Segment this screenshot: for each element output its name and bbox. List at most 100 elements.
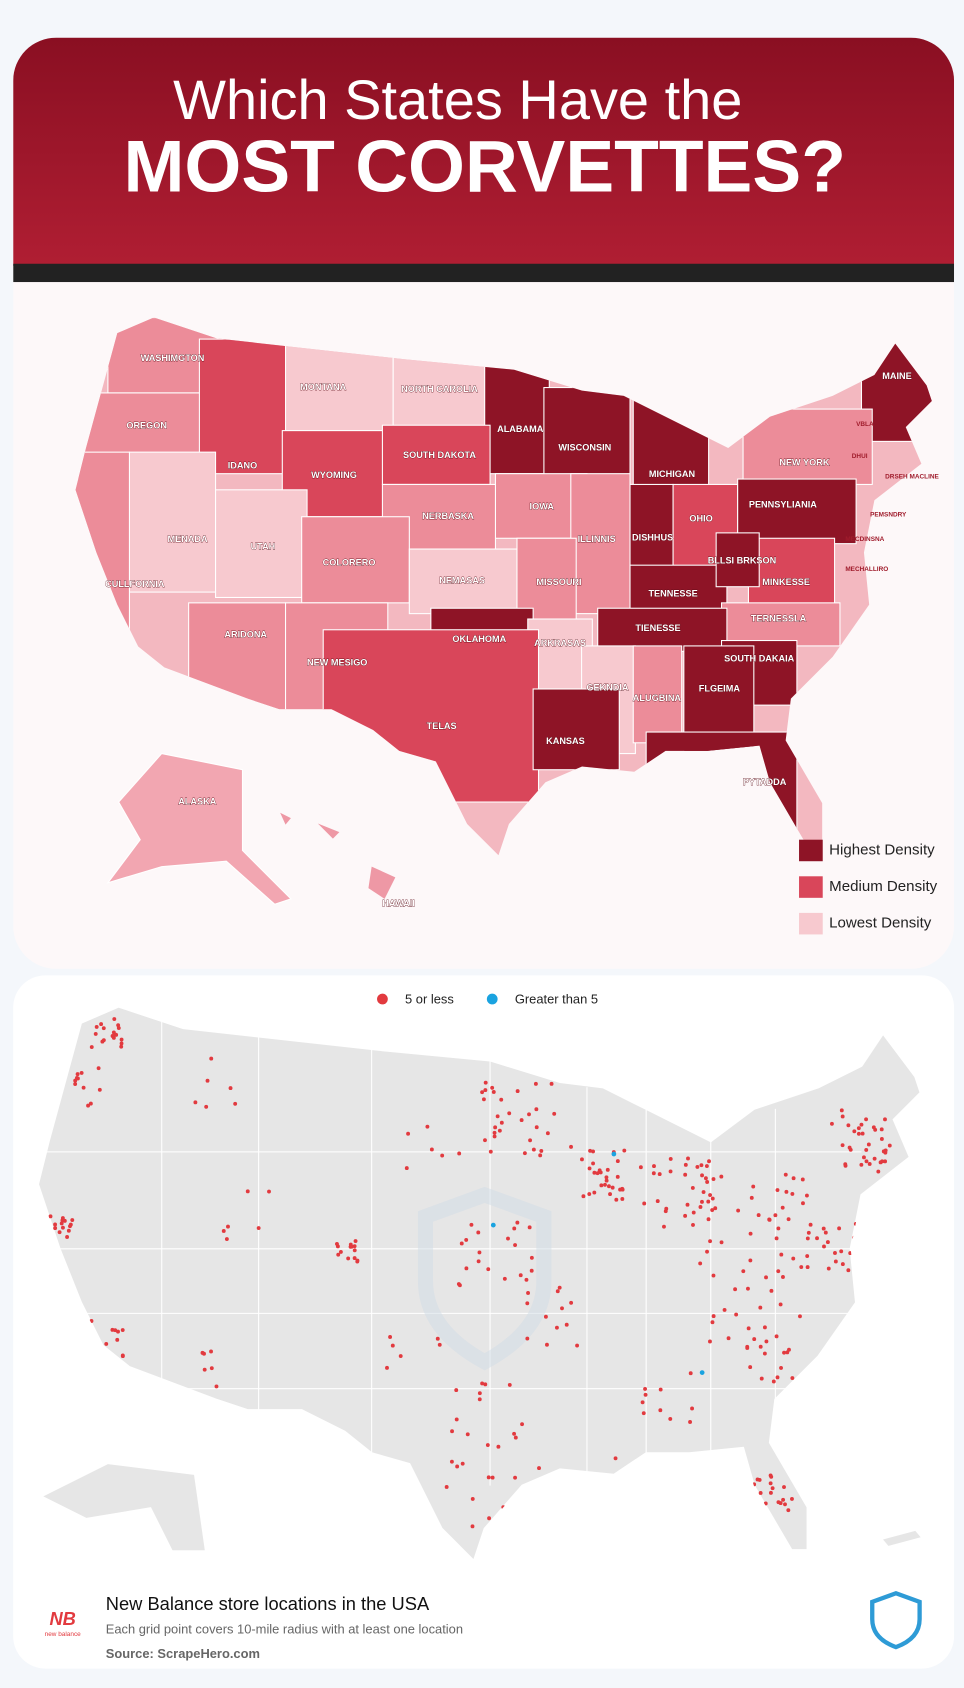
store-dot xyxy=(787,1347,791,1352)
store-dot xyxy=(883,1117,887,1122)
store-dot xyxy=(768,1490,773,1495)
store-dot xyxy=(843,1163,848,1168)
store-dot xyxy=(685,1202,690,1207)
store-dot xyxy=(856,1126,861,1131)
store-dot xyxy=(876,1169,881,1174)
store-dot xyxy=(791,1176,796,1181)
store-dot xyxy=(643,1386,648,1391)
store-dot xyxy=(867,1162,872,1166)
store-dot xyxy=(531,1147,536,1152)
store-dot xyxy=(209,1366,214,1371)
store-dot xyxy=(701,1190,706,1194)
state-label: IDANO xyxy=(228,461,257,471)
store-dot xyxy=(490,1085,495,1090)
store-dot xyxy=(549,1081,554,1086)
store-dot xyxy=(698,1205,703,1209)
state-label: OREGON xyxy=(126,421,167,431)
store-dot xyxy=(864,1117,869,1122)
store-dot xyxy=(758,1344,763,1349)
state-label: MAINE xyxy=(882,371,911,381)
store-dot xyxy=(746,1326,751,1331)
store-dot xyxy=(497,1128,502,1133)
state-label: OKLAHOMA xyxy=(452,634,506,644)
store-dot xyxy=(460,1461,465,1466)
state-label: NERBASKA xyxy=(422,511,474,521)
store-dot xyxy=(116,1329,120,1334)
state-label: ALUGBINA xyxy=(633,693,682,703)
store-dot xyxy=(859,1162,864,1167)
store-dot xyxy=(704,1164,709,1168)
legend-label: 5 or less xyxy=(405,992,454,1007)
store-dot xyxy=(336,1252,341,1257)
state-region xyxy=(128,451,217,593)
store-dot xyxy=(719,1240,724,1245)
store-dot xyxy=(537,1466,541,1471)
store-dot xyxy=(748,1258,753,1263)
state-label: BLLSI BRKSON xyxy=(708,555,777,565)
store-dot xyxy=(111,1030,116,1035)
store-dot xyxy=(93,1031,98,1036)
store-dot xyxy=(848,1147,853,1152)
store-dot xyxy=(595,1171,600,1176)
store-dot xyxy=(846,1268,851,1273)
store-dot xyxy=(486,1475,491,1480)
store-dot xyxy=(615,1174,620,1179)
store-dot xyxy=(668,1169,673,1174)
store-dot xyxy=(587,1192,592,1196)
store-dot xyxy=(104,1341,109,1346)
store-dot xyxy=(710,1320,715,1325)
state-label: TIENESSE xyxy=(635,623,680,633)
store-dot xyxy=(437,1342,442,1347)
store-dot xyxy=(733,1287,738,1292)
legend-label: Medium Density xyxy=(829,878,937,895)
store-dot xyxy=(99,1022,104,1027)
store-dot xyxy=(492,1134,497,1139)
store-dot xyxy=(711,1177,716,1181)
store-dot xyxy=(538,1153,543,1158)
store-dot xyxy=(96,1066,101,1071)
store-dot xyxy=(483,1080,488,1085)
store-dot xyxy=(200,1350,205,1355)
store-dot xyxy=(457,1151,462,1156)
store-dot xyxy=(224,1237,229,1241)
title-line2: MOST CORVETTES? xyxy=(123,126,845,208)
store-dot xyxy=(774,1236,779,1241)
store-dot xyxy=(686,1156,690,1161)
store-dot xyxy=(65,1235,70,1239)
store-dot-high xyxy=(490,1222,496,1228)
store-dot xyxy=(846,1123,851,1128)
store-dot xyxy=(455,1464,460,1469)
store-dot xyxy=(703,1176,708,1181)
store-dot xyxy=(657,1172,662,1177)
state-label: CULLFORNIA xyxy=(105,579,165,589)
state-label: VBLA xyxy=(856,421,874,428)
store-dot xyxy=(534,1107,539,1112)
store-dot xyxy=(879,1137,884,1141)
store-dot xyxy=(483,1138,487,1143)
store-dot xyxy=(119,1041,124,1046)
store-dot xyxy=(879,1127,884,1132)
store-dot xyxy=(615,1159,620,1164)
store-dot xyxy=(823,1230,828,1235)
store-dot xyxy=(539,1148,544,1153)
store-dot xyxy=(202,1367,207,1372)
store-dot xyxy=(840,1114,845,1119)
store-dot xyxy=(699,1163,704,1168)
store-dot xyxy=(476,1259,481,1264)
store-dot xyxy=(683,1213,688,1218)
store-dot xyxy=(513,1475,518,1480)
state-label: KANSAS xyxy=(546,736,585,746)
store-dot xyxy=(469,1222,474,1227)
store-dot xyxy=(477,1397,482,1402)
store-dot xyxy=(775,1188,780,1192)
title-line1: Which States Have the xyxy=(173,68,742,131)
store-dot xyxy=(79,1070,84,1075)
store-dot xyxy=(486,1267,491,1272)
store-dot xyxy=(119,1044,124,1049)
store-dot xyxy=(798,1314,802,1319)
store-dot xyxy=(778,1302,783,1307)
store-dot xyxy=(560,1306,564,1311)
store-dot xyxy=(66,1228,71,1233)
store-dot xyxy=(456,1282,461,1286)
store-dot xyxy=(476,1230,481,1235)
